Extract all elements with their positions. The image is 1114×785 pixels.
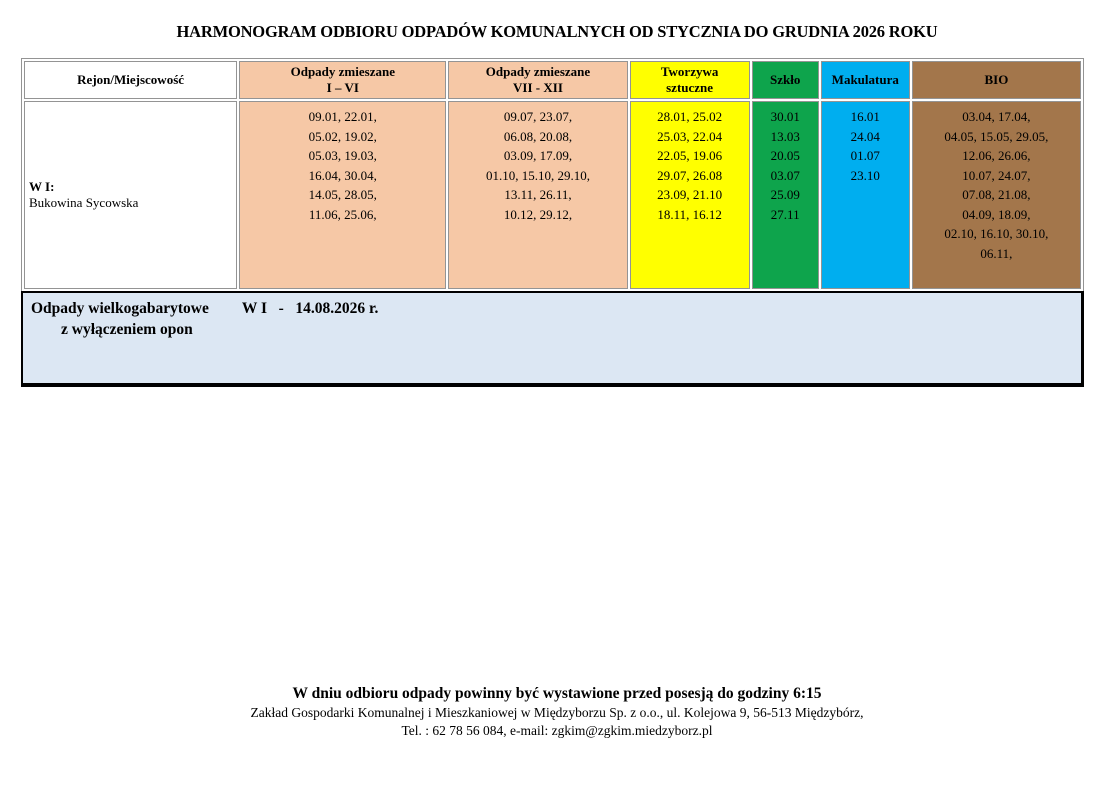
header-zmieszane-1: Odpady zmieszane I – VI (239, 61, 447, 99)
bulky-exclusion: z wyłączeniem opon (61, 321, 193, 338)
schedule-row: W I: Bukowina Sycowska 09.01, 22.01, 05.… (24, 101, 1081, 289)
dates-zmieszane-2: 09.07, 23.07, 06.08, 20.08, 03.09, 17.09… (448, 101, 628, 289)
page-title: HARMONOGRAM ODBIORU ODPADÓW KOMUNALNYCH … (176, 22, 938, 41)
bulky-label: Odpady wielkogabarytowe (31, 300, 209, 317)
bulky-date: W I - 14.08.2026 r. (241, 300, 379, 317)
bulky-waste-banner: Odpady wielkogabarytowe W I - 14.08.2026 … (21, 291, 1084, 387)
region-code: W I: (29, 179, 55, 194)
region-name: Bukowina Sycowska (29, 195, 139, 210)
footer-contact: Tel. : 62 78 56 084, e-mail: zgkim@zgkim… (401, 723, 713, 738)
dates-tworzywa: 28.01, 25.02 25.03, 22.04 22.05, 19.06 2… (629, 101, 750, 289)
bulky-line1: Odpady wielkogabarytowe W I - 14.08.2026 … (31, 298, 1073, 319)
dates-zmieszane-1: 09.01, 22.01, 05.02, 19.02, 05.03, 19.03… (239, 101, 447, 289)
header-tworzywa: Tworzywa sztuczne (629, 61, 750, 99)
header-szklo: Szkło (751, 61, 819, 99)
header-row: Rejon/Miejscowość Odpady zmieszane I – V… (24, 61, 1081, 99)
header-bio: BIO (911, 61, 1081, 99)
dates-szklo: 30.01 13.03 20.05 03.07 25.09 27.11 (751, 101, 819, 289)
region-cell: W I: Bukowina Sycowska (24, 101, 238, 289)
footer: W dniu odbioru odpady powinny być wystaw… (0, 683, 1114, 740)
schedule-table: Rejon/Miejscowość Odpady zmieszane I – V… (21, 58, 1084, 292)
header-zmieszane-2: Odpady zmieszane VII - XII (448, 61, 628, 99)
header-rejon: Rejon/Miejscowość (24, 61, 238, 99)
footer-notice: W dniu odbioru odpady powinny być wystaw… (292, 685, 822, 702)
dates-bio: 03.04, 17.04, 04.05, 15.05, 29.05, 12.06… (911, 101, 1081, 289)
dates-makulatura: 16.01 24.04 01.07 23.10 (820, 101, 910, 289)
header-makulatura: Makulatura (820, 61, 910, 99)
footer-company: Zakład Gospodarki Komunalnej i Mieszkani… (250, 705, 864, 720)
